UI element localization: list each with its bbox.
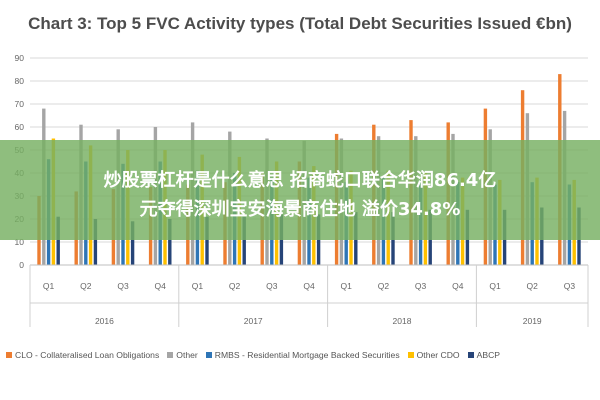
legend-label: CLO - Collateralised Loan Obligations <box>15 350 160 360</box>
legend-item: ABCP <box>467 350 501 360</box>
legend-swatch <box>6 352 12 358</box>
x-tick-label: Q4 <box>452 281 464 291</box>
y-tick-label: 70 <box>15 99 25 109</box>
legend-label: Other CDO <box>416 350 460 360</box>
y-tick-label: 90 <box>15 53 25 63</box>
x-tick-label: Q3 <box>266 281 278 291</box>
overlay-line-1: 炒股票杠杆是什么意思 招商蛇口联合华润86.4亿 <box>103 170 497 191</box>
bar <box>130 221 135 265</box>
y-tick-label: 10 <box>15 237 25 247</box>
x-tick-label: Q1 <box>341 281 353 291</box>
legend-label: ABCP <box>476 350 501 360</box>
chart-title: Chart 3: Top 5 FVC Activity types (Total… <box>28 14 572 33</box>
x-tick-label: Q3 <box>415 281 427 291</box>
x-axis-ticks: Q1 Q2 Q3 Q4 Q1 Q2 Q3 Q4 Q1 Q2 Q3 Q4 Q1 Q2 Q3 <box>30 264 588 291</box>
legend-item: Other CDO <box>407 350 460 360</box>
legend-item: RMBS - Residential Mortgage Backed Secur… <box>205 350 400 360</box>
bar <box>93 219 98 265</box>
legend-swatch <box>467 352 474 358</box>
x-tick-label: Q2 <box>229 281 241 291</box>
legend-swatch <box>167 352 174 358</box>
year-label: 2018 <box>393 316 412 326</box>
bar <box>205 216 209 265</box>
year-label: 2017 <box>244 316 263 326</box>
y-tick-label: 80 <box>15 76 25 86</box>
year-label: 2019 <box>523 316 542 326</box>
legend-swatch <box>205 352 212 358</box>
overlay-line-2: 元夺得深圳宝安海景商住地 溢价34.8% <box>139 199 461 220</box>
year-label: 2016 <box>95 316 114 326</box>
overlay-text: 炒股票杠杆是什么意思 招商蛇口联合华润86.4亿 元夺得深圳宝安海景商住地 溢价… <box>16 166 584 224</box>
y-tick-label: 0 <box>19 260 24 270</box>
legend-label: Other <box>176 350 198 360</box>
x-tick-label: Q2 <box>527 281 539 291</box>
bar <box>168 219 172 265</box>
x-tick-label: Q1 <box>489 281 501 291</box>
y-tick-label: 60 <box>15 122 25 132</box>
legend-swatch <box>407 352 414 358</box>
x-tick-label: Q4 <box>155 281 167 291</box>
overlay-banner <box>0 140 600 240</box>
legend-label: RMBS - Residential Mortgage Backed Secur… <box>214 350 400 360</box>
x-tick-label: Q3 <box>117 281 129 291</box>
bar <box>56 216 60 265</box>
x-tick-label: Q3 <box>564 281 576 291</box>
legend: CLO - Collateralised Loan Obligations Oth… <box>6 350 598 360</box>
x-tick-label: Q2 <box>378 281 390 291</box>
legend-item: CLO - Collateralised Loan Obligations <box>6 350 159 360</box>
x-tick-label: Q1 <box>43 281 55 291</box>
x-tick-label: Q2 <box>80 281 92 291</box>
x-tick-label: Q4 <box>303 281 315 291</box>
year-labels: 2016 2017 2018 2019 <box>29 265 589 327</box>
x-tick-label: Q1 <box>192 281 204 291</box>
legend-item: Other <box>167 350 198 360</box>
bar <box>242 216 246 265</box>
